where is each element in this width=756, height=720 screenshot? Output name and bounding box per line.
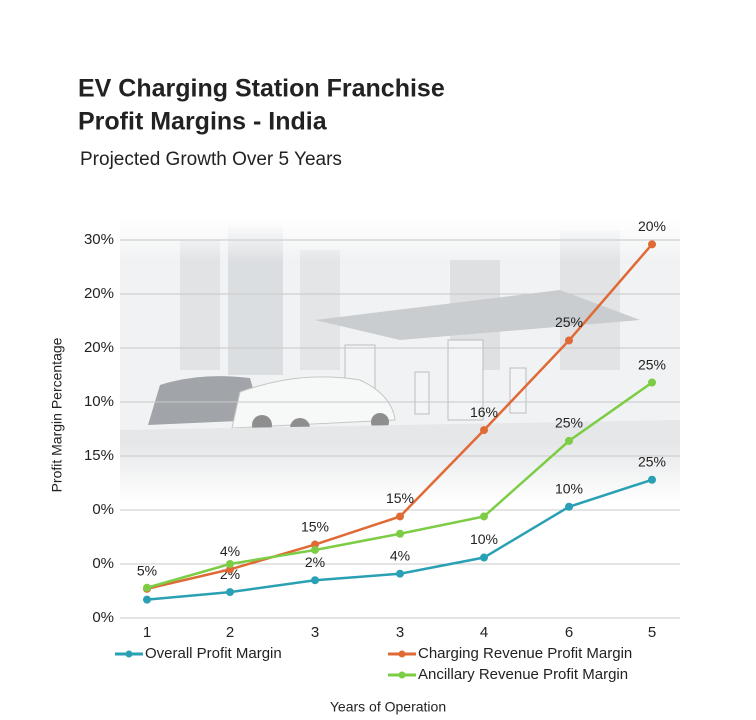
data-point <box>396 569 404 578</box>
chart-subtitle: Projected Growth Over 5 Years <box>80 149 342 170</box>
data-label: 25% <box>638 453 666 469</box>
x-axis-label: Years of Operation <box>330 699 446 715</box>
y-tick-label: 10% <box>84 393 114 410</box>
data-label: 25% <box>555 314 583 330</box>
data-label: 4% <box>390 547 410 563</box>
x-tick-label: 3 <box>396 624 404 641</box>
data-label: 10% <box>555 480 583 496</box>
legend-label: Ancillary Revenue Profit Margin <box>418 666 628 683</box>
data-label: 2% <box>305 554 325 570</box>
data-label: 4% <box>220 543 240 559</box>
x-tick-label: 3 <box>311 624 319 641</box>
data-point <box>565 336 573 345</box>
data-label: 10% <box>470 531 498 547</box>
x-tick-label: 1 <box>143 624 151 641</box>
legend-swatch <box>398 671 406 679</box>
data-point <box>565 502 573 511</box>
data-label: 20% <box>638 218 666 234</box>
x-tick-label: 6 <box>565 624 573 641</box>
data-point <box>480 512 488 521</box>
data-point <box>648 378 656 387</box>
data-point <box>311 545 319 554</box>
y-tick-label: 0% <box>92 555 114 572</box>
data-point <box>143 583 151 592</box>
x-tick-label: 2 <box>226 624 234 641</box>
data-point <box>226 560 234 568</box>
data-label: 15% <box>386 490 414 506</box>
y-tick-label: 0% <box>92 609 114 626</box>
data-point <box>226 588 234 597</box>
chart-title: Profit Margins - India <box>78 108 328 136</box>
legend-label: Charging Revenue Profit Margin <box>418 645 632 662</box>
legend-swatch <box>398 650 406 658</box>
x-tick-label: 4 <box>480 624 488 641</box>
data-point <box>480 426 488 435</box>
data-label: 15% <box>301 518 329 534</box>
data-point <box>311 576 319 585</box>
chart-title: EV Charging Station Franchise <box>78 75 445 103</box>
data-label: 5% <box>137 563 157 579</box>
data-point <box>480 553 488 562</box>
y-tick-label: 0% <box>92 501 114 518</box>
data-label: 25% <box>638 356 666 372</box>
y-tick-label: 20% <box>84 339 114 356</box>
data-label: 25% <box>555 415 583 431</box>
data-point <box>648 475 656 484</box>
y-tick-label: 20% <box>84 285 114 302</box>
data-point <box>396 512 404 521</box>
data-point <box>648 240 656 249</box>
data-point <box>565 436 573 445</box>
data-point <box>143 595 151 604</box>
legend-label: Overall Profit Margin <box>145 645 282 662</box>
y-axis-label: Profit Margin Percentage <box>49 337 65 492</box>
y-tick-label: 15% <box>84 447 114 464</box>
y-tick-label: 30% <box>84 231 114 248</box>
data-point <box>396 529 404 538</box>
x-tick-label: 5 <box>648 624 656 641</box>
background-photo <box>120 220 680 500</box>
data-label: 16% <box>470 404 498 420</box>
legend-swatch <box>125 650 133 658</box>
